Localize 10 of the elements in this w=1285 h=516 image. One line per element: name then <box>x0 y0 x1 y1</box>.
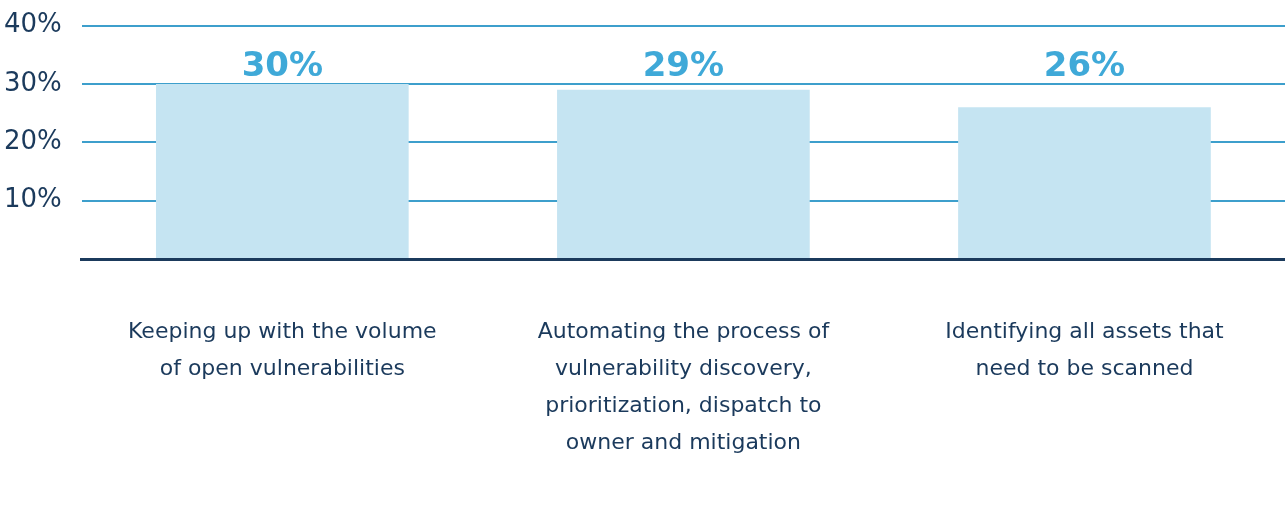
y-tick-label: 40% <box>4 8 62 39</box>
y-tick-label: 20% <box>4 125 62 156</box>
data-label: 29% <box>642 44 725 85</box>
data-label: 26% <box>1043 44 1126 85</box>
y-tick-label: 30% <box>4 66 62 97</box>
data-label: 30% <box>241 44 324 85</box>
x-tick-label: Identifying all assets that need to be scanned <box>945 318 1225 381</box>
y-tick-label: 10% <box>4 183 62 214</box>
x-tick-label: Automating the process of vulnerability discovery, prioritization, dispatch to owner and mitigation <box>537 318 831 455</box>
x-tick-label: Keeping up with the volume of open vulnerabilities <box>128 318 437 381</box>
